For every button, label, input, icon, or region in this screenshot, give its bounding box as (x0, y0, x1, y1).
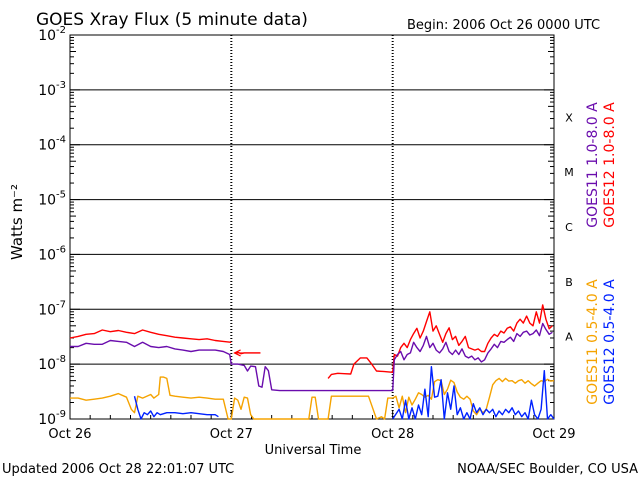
legend-entry: GOES11 0.5-4.0 A (585, 279, 601, 405)
y-tick-label: 10-7 (38, 299, 66, 318)
legend: GOES11 1.0-8.0 A GOES12 1.0-8.0 A GOES11 0… (585, 102, 618, 405)
arrow-marker (233, 349, 261, 357)
series-line (70, 376, 555, 420)
y-axis-label: Watts m⁻² (8, 184, 26, 260)
y-tick-label: 10-2 (38, 25, 66, 44)
chart-title: GOES Xray Flux (5 minute data) (36, 10, 308, 30)
series-layer (69, 304, 555, 420)
begin-label: Begin: 2006 Oct 26 0000 UTC (407, 18, 600, 33)
x-axis-label: Universal Time (265, 443, 362, 458)
series-line (133, 366, 555, 420)
gridlines (70, 89, 554, 365)
flare-class-label: M (564, 166, 574, 179)
y-tick-label: 10-9 (38, 409, 66, 428)
legend-entry: GOES12 1.0-8.0 A (602, 102, 618, 228)
legend-entry: GOES11 1.0-8.0 A (585, 102, 601, 228)
credit-label: NOAA/SEC Boulder, CO USA (457, 462, 638, 477)
updated-timestamp: Updated 2006 Oct 28 22:01:07 UTC (2, 462, 234, 477)
y-tick-label: 10-3 (38, 80, 66, 99)
x-tick-label: Oct 28 (371, 427, 414, 442)
legend-entry: GOES12 0.5-4.0 A (602, 279, 618, 405)
y-tick-label: 10-5 (38, 190, 66, 209)
y-tick-label: 10-4 (38, 135, 66, 154)
y-tick-label: 10-6 (38, 244, 66, 263)
flare-class-label: C (565, 221, 573, 234)
day-dividers (230, 35, 394, 419)
flare-class-label: A (565, 331, 573, 344)
x-tick-label: Oct 27 (210, 427, 253, 442)
flare-class-labels: X M C B A (564, 111, 574, 343)
x-axis-ticks: Oct 26 Oct 27 Oct 28 Oct 29 (48, 411, 576, 442)
y-tick-label: 10-8 (38, 354, 66, 373)
y-axis-ticks: 10-9 10-8 10-7 10-6 10-5 10-4 10-3 10-2 (38, 25, 554, 428)
x-tick-label: Oct 29 (532, 427, 575, 442)
series-line (70, 322, 553, 392)
flare-class-label: B (565, 276, 573, 289)
x-tick-label: Oct 26 (48, 427, 91, 442)
flare-class-label: X (565, 111, 573, 124)
